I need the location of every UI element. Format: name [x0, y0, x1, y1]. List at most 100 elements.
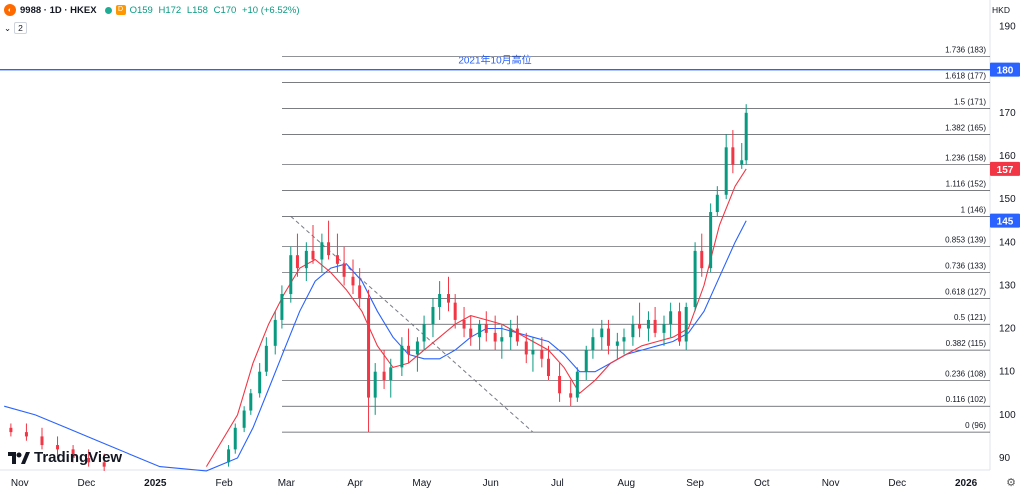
ohlc-open: O159	[129, 4, 153, 16]
candle-body	[546, 358, 550, 377]
trend-line	[290, 215, 534, 433]
fib-level-label: 1.5 (171)	[954, 97, 986, 106]
tradingview-watermark: TradingView	[8, 449, 122, 466]
y-tick-label: 110	[999, 367, 1015, 378]
candle-body	[669, 311, 673, 325]
candle-body	[264, 345, 268, 372]
x-tick-label: Sep	[686, 478, 704, 489]
indicator-toggle[interactable]: ⌄ 2	[4, 22, 27, 34]
candle-body	[606, 328, 610, 346]
y-tick-label: 170	[999, 108, 1016, 119]
candle-body	[524, 341, 528, 355]
candle-body	[584, 350, 588, 372]
candle-body	[558, 376, 562, 394]
price-badge-label: 180	[997, 66, 1014, 77]
candle-body	[469, 328, 473, 338]
moving-average-slow	[4, 220, 747, 472]
candle-body	[731, 147, 735, 165]
symbol-title: 9988 · 1D · HKEX	[20, 4, 97, 16]
candle-body	[400, 345, 404, 368]
resistance-label: 2021年10月高位	[458, 54, 531, 67]
price-badge	[990, 213, 1020, 228]
candle-body	[678, 311, 682, 342]
x-tick-label: Apr	[347, 478, 363, 489]
tradingview-logo-icon	[8, 451, 30, 464]
x-tick-label: Oct	[754, 478, 770, 489]
x-tick-label: Nov	[822, 478, 840, 489]
y-tick-label: 140	[999, 237, 1016, 248]
fib-level-label: 0.618 (127)	[945, 287, 986, 296]
x-tick-label: Aug	[617, 478, 635, 489]
candle-body	[500, 337, 504, 342]
y-tick-label: 120	[999, 324, 1016, 335]
fib-level-label: 0.853 (139)	[945, 236, 986, 245]
candle-body	[484, 324, 488, 333]
indicator-count: 2	[14, 22, 27, 34]
candle-body	[575, 371, 579, 398]
x-tick-label: 2025	[144, 478, 167, 489]
gear-icon[interactable]: ⚙	[1006, 477, 1016, 489]
candle-body	[684, 306, 688, 342]
candle-body	[493, 332, 497, 342]
candle-body	[273, 319, 277, 346]
price-badge	[990, 62, 1020, 77]
candle-body	[289, 255, 293, 295]
candle-body	[407, 345, 411, 355]
candle-body	[631, 324, 635, 338]
x-tick-label: Jun	[483, 478, 499, 489]
x-tick-label: May	[412, 478, 431, 489]
x-tick-label: 2026	[955, 478, 978, 489]
candle-body	[280, 294, 284, 320]
fib-level-label: 0.5 (121)	[954, 313, 986, 322]
candle-body	[24, 432, 28, 437]
y-tick-label: 130	[999, 280, 1016, 291]
candle-body	[740, 160, 744, 165]
fib-level-label: 0.382 (115)	[946, 339, 987, 348]
candle-body	[693, 250, 697, 307]
candle-body	[351, 276, 355, 286]
candle-body	[320, 242, 324, 260]
candle-body	[438, 294, 442, 307]
fib-level-label: 1.382 (165)	[945, 123, 986, 132]
y-tick-label: 160	[999, 151, 1016, 162]
candle-body	[646, 319, 650, 329]
candle-body	[515, 328, 519, 342]
candle-body	[422, 324, 426, 342]
candle-body	[638, 324, 642, 329]
candle-body	[233, 427, 237, 450]
candle-body	[447, 294, 451, 303]
currency-label[interactable]: HKD	[992, 5, 1010, 15]
candle-body	[622, 337, 626, 342]
candle-body	[715, 194, 719, 213]
candle-body	[569, 393, 573, 398]
candle-body	[615, 341, 619, 346]
x-tick-label: Nov	[11, 478, 29, 489]
chevron-down-icon[interactable]: ⌄	[4, 22, 12, 33]
y-tick-label: 150	[999, 194, 1016, 205]
x-tick-label: Jul	[551, 478, 564, 489]
candle-body	[509, 328, 513, 338]
candle-body	[662, 324, 666, 333]
data-badge: D	[115, 5, 126, 15]
candle-body	[242, 410, 246, 428]
fib-level-label: 1.736 (183)	[945, 46, 986, 55]
fib-level-label: 1.618 (177)	[945, 72, 986, 81]
alibaba-logo-icon: ◐	[4, 4, 16, 16]
candle-body	[540, 350, 544, 359]
x-tick-label: Dec	[78, 478, 96, 489]
candle-body	[71, 449, 75, 458]
y-tick-label: 90	[999, 453, 1011, 464]
candle-body	[389, 367, 393, 381]
candle-body	[431, 306, 435, 325]
symbol-header[interactable]: ◐ 9988 · 1D · HKEX D O159 H172 L158 C170…	[0, 0, 307, 20]
fib-level-label: 0.236 (108)	[945, 369, 986, 378]
y-tick-label: 190	[999, 22, 1016, 33]
market-status-icon	[104, 6, 112, 14]
candle-body	[311, 250, 315, 260]
candle-body	[382, 371, 386, 381]
candle-body	[358, 285, 362, 299]
candle-body	[373, 371, 377, 398]
x-tick-label: Mar	[278, 478, 296, 489]
price-badge-label: 145	[997, 217, 1014, 228]
